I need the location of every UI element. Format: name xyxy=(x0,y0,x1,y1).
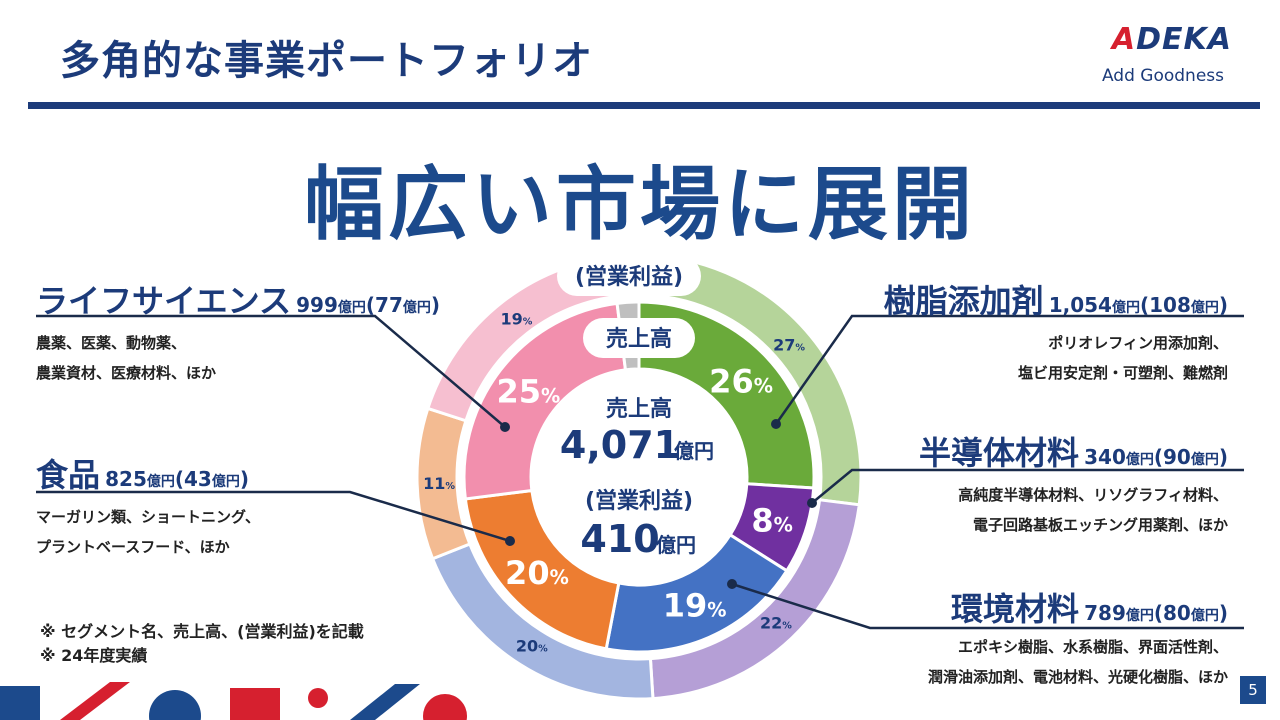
inner-ring-label: 売上高 xyxy=(606,326,672,352)
leader-line-2 xyxy=(731,582,1244,630)
segment-food: 食品 825億円(43億円) マーガリン類、ショートニング、 プラントベースフー… xyxy=(36,456,260,556)
profit-label-0: 27% xyxy=(773,335,805,354)
page-number: 5 xyxy=(1240,676,1266,704)
leader-line-3 xyxy=(36,314,506,428)
profit-label-3: 11% xyxy=(423,474,455,493)
segment-environmental-materials: 環境材料 789億円(80億円) エポキシ樹脂、水系樹脂、界面活性剤、 潤滑油添… xyxy=(927,590,1228,686)
leader-line-1 xyxy=(811,468,1244,504)
center-profit-value: 410 xyxy=(580,517,659,561)
leader-line-4 xyxy=(36,490,511,543)
footnotes: ※ セグメント名、売上高、(営業利益)を記載 ※ 24年度実績 xyxy=(40,620,364,668)
sales-label-2: 19% xyxy=(663,587,727,625)
leader-dot-4 xyxy=(505,536,515,546)
footnote-2: ※ 24年度実績 xyxy=(40,646,148,665)
leader-dot-2 xyxy=(727,579,737,589)
sales-slice-4 xyxy=(462,301,628,501)
decorative-graphic xyxy=(0,682,467,720)
leader-line-0 xyxy=(774,314,1244,425)
sales-label-1: 8% xyxy=(751,501,793,539)
segment-resin-additives: 樹脂添加剤 1,054億円(108億円) ポリオレフィン用添加剤、 塩ビ用安定剤… xyxy=(883,282,1228,382)
leader-dot-0 xyxy=(771,419,781,429)
outer-ring-label: (営業利益) xyxy=(575,264,683,290)
footnote-1: ※ セグメント名、売上高、(営業利益)を記載 xyxy=(40,622,364,641)
leader-dot-3 xyxy=(500,422,510,432)
logo-wordmark: ADEKA xyxy=(1111,22,1232,57)
company-logo: ADEKA Add Goodness xyxy=(1082,22,1232,88)
center-sales-label: 売上高 xyxy=(606,396,672,422)
center-profit-label: (営業利益) xyxy=(585,488,693,514)
page-title: 多角的な事業ポートフォリオ xyxy=(60,38,593,84)
sales-label-0: 26% xyxy=(709,362,773,400)
headline: 幅広い市場に展開 xyxy=(304,158,976,251)
profit-label-1: 22% xyxy=(760,613,792,632)
profit-label-4: 19% xyxy=(500,310,532,329)
center-sales-value: 4,071 xyxy=(560,423,680,467)
profit-label-2: 20% xyxy=(516,636,548,655)
segment-semiconductor-materials: 半導体材料 340億円(90億円) 高純度半導体材料、リソグラフィ材料、 電子回… xyxy=(919,434,1228,534)
logo-tagline: Add Goodness xyxy=(1101,66,1224,86)
center-profit-unit: 億円 xyxy=(656,533,696,557)
title-rule xyxy=(28,102,1260,109)
center-sales-unit: 億円 xyxy=(674,439,714,463)
leader-dot-1 xyxy=(807,498,817,508)
sales-label-4: 25% xyxy=(496,372,560,410)
segment-life-science: ライフサイエンス 999億円(77億円) 農薬、医薬、動物薬、 農業資材、医療材… xyxy=(36,282,441,382)
sales-label-3: 20% xyxy=(505,554,569,592)
